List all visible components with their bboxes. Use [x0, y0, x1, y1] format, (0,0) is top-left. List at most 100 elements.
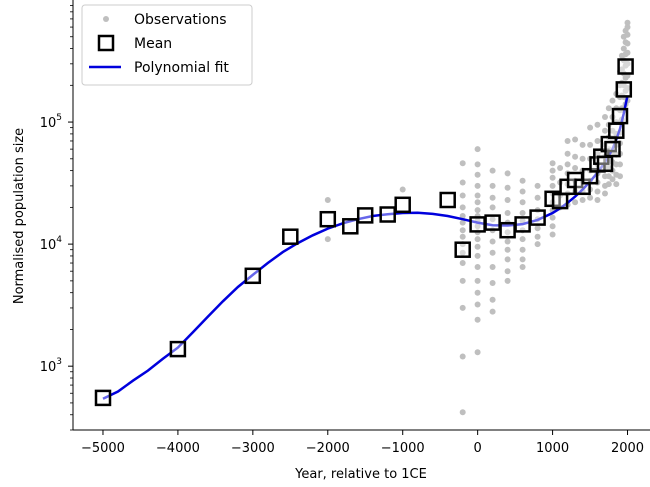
x-ticks: −5000 −4000 −3000 −2000 −1000 0 1000 2000	[81, 430, 644, 456]
mean-marker	[604, 140, 621, 158]
observation-point	[572, 199, 579, 206]
mean-marker	[379, 206, 396, 223]
observation-point	[594, 121, 601, 128]
observation-point	[474, 252, 481, 259]
mean-marker	[282, 228, 299, 245]
observation-point	[489, 249, 496, 256]
observation-point	[519, 236, 526, 243]
observation-point	[459, 192, 466, 199]
observation-point	[624, 19, 631, 26]
mean-marker	[551, 192, 569, 210]
observation-point	[617, 161, 623, 168]
observation-point	[459, 219, 466, 226]
x-tick-label: 1000	[536, 441, 569, 456]
legend: Observations Mean Polynomial fit	[81, 4, 253, 86]
observation-point	[534, 233, 541, 240]
observation-point	[459, 179, 466, 186]
mean-marker	[469, 216, 486, 233]
mean-marker	[611, 107, 629, 125]
observation-point	[474, 264, 481, 270]
observation-point	[624, 60, 631, 67]
observation-point	[399, 186, 406, 193]
observation-point	[504, 238, 511, 245]
mean-marker	[596, 155, 614, 173]
observation-point	[504, 184, 511, 191]
observation-point	[602, 190, 608, 197]
observation-point	[564, 138, 571, 144]
mean-marker	[617, 58, 634, 75]
observation-point	[459, 233, 466, 240]
observation-point	[474, 243, 481, 250]
observation-point	[489, 264, 496, 270]
observation-point	[474, 277, 481, 284]
y-tick-label: 105	[40, 113, 62, 131]
observation-point	[459, 277, 466, 284]
mean-marker	[94, 389, 112, 407]
mean-marker	[394, 196, 411, 214]
mean-marker	[615, 81, 633, 98]
mean-marker	[499, 221, 516, 239]
observation-point	[489, 280, 496, 286]
legend-observations-label: Observations	[134, 12, 227, 28]
observation-point	[624, 49, 631, 56]
observation-point	[504, 170, 511, 177]
observation-point	[624, 31, 631, 38]
observation-point	[504, 277, 511, 284]
observation-point	[617, 173, 623, 180]
x-axis-label: Year, relative to 1CE	[294, 467, 427, 482]
observation-point	[459, 304, 466, 311]
legend-mean-label: Mean	[134, 36, 172, 52]
observation-point	[605, 105, 612, 112]
observation-point	[613, 181, 620, 188]
x-tick-label: −4000	[156, 441, 200, 456]
observation-point	[489, 167, 496, 174]
x-tick-label: −1000	[381, 441, 425, 456]
observation-point	[504, 256, 511, 263]
observation-point	[602, 127, 608, 134]
observation-point	[474, 171, 481, 178]
observation-point	[549, 231, 556, 238]
observation-point	[474, 207, 481, 214]
observation-point	[474, 236, 481, 243]
observation-point	[549, 182, 556, 189]
observation-point	[489, 182, 496, 189]
observation-point	[474, 192, 481, 199]
observation-point	[474, 349, 481, 356]
observation-point	[519, 246, 526, 253]
mean-marker	[356, 207, 374, 224]
observation-point	[609, 176, 616, 183]
y-tick-label: 103	[40, 357, 62, 375]
observation-point	[489, 296, 496, 303]
observation-point	[474, 301, 481, 308]
x-tick-label: −5000	[81, 441, 125, 456]
observation-point	[594, 197, 601, 203]
x-tick-label: −3000	[231, 441, 275, 456]
observation-point	[587, 124, 594, 131]
axes	[72, 0, 650, 431]
observation-point	[519, 199, 526, 206]
legend-observations-marker	[103, 16, 109, 22]
observation-point	[489, 204, 496, 211]
observation-point	[549, 214, 556, 221]
observation-point	[602, 114, 608, 120]
observation-point	[459, 213, 466, 219]
y-tick-label: 104	[40, 235, 63, 253]
legend-mean-marker	[97, 34, 115, 52]
observation-point	[579, 197, 586, 203]
observation-point	[549, 160, 556, 167]
observation-point	[624, 85, 631, 91]
observation-point	[459, 409, 466, 416]
observation-point	[594, 188, 601, 195]
observation-point	[549, 223, 556, 230]
mean-marker	[169, 340, 187, 358]
observation-point	[519, 210, 526, 216]
y-ticks: 103 104 105	[40, 5, 73, 431]
mean-marker	[342, 218, 359, 235]
mean-marker	[608, 122, 625, 139]
observation-point	[549, 174, 556, 181]
observation-point	[620, 45, 627, 52]
observation-point	[519, 188, 526, 195]
mean-marker	[454, 241, 471, 258]
observation-point	[534, 241, 541, 248]
